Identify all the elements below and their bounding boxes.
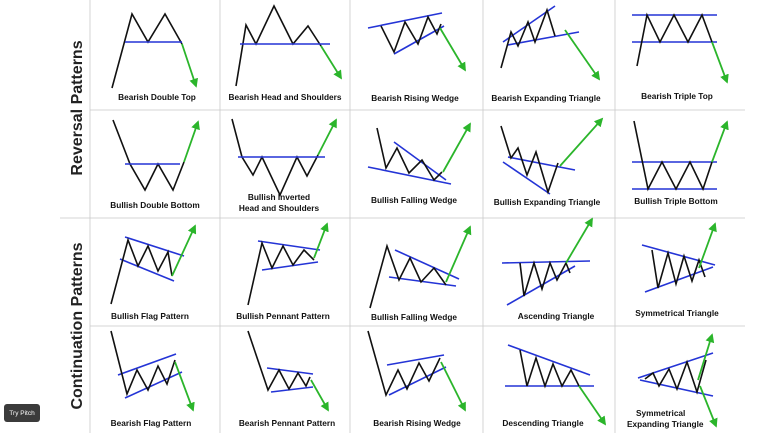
caption: Bearish Rising Wedge <box>373 418 461 428</box>
pattern-bullish-triple-bottom: Bullish Triple Bottom <box>632 120 729 206</box>
pattern-bearish-flag: Bearish Flag Pattern <box>110 330 195 428</box>
caption: Symmetrical Triangle <box>635 308 719 318</box>
caption: Bearish Expanding Triangle <box>491 93 601 103</box>
grid-lines <box>60 0 745 433</box>
pattern-bearish-triple-top: Bearish Triple Top <box>632 12 729 101</box>
pattern-bullish-pennant: Bullish Pennant Pattern <box>236 222 330 321</box>
pattern-bullish-falling-wedge-continuation: Bullish Falling Wedge <box>369 225 472 322</box>
caption: Bullish Falling Wedge <box>371 312 457 322</box>
caption: Bearish Double Top <box>118 92 196 102</box>
caption: Expanding Triangle <box>627 419 704 429</box>
pattern-bearish-double-top: Bearish Double Top <box>111 11 198 102</box>
caption: Head and Shoulders <box>239 203 320 213</box>
caption: Bearish Head and Shoulders <box>229 92 342 102</box>
caption: Bullish Inverted <box>248 192 310 202</box>
caption: Descending Triangle <box>502 418 584 428</box>
section-label-reversal: Reversal Patterns <box>69 40 86 175</box>
caption: Bearish Rising Wedge <box>371 93 459 103</box>
pattern-bearish-rising-wedge-continuation: Bearish Rising Wedge <box>367 330 466 428</box>
pattern-bullish-double-bottom: Bullish Double Bottom <box>110 119 200 210</box>
pattern-bullish-expanding-triangle: Bullish Expanding Triangle <box>494 117 604 207</box>
caption: Bullish Expanding Triangle <box>494 197 601 207</box>
pattern-bullish-inverted-head-and-shoulders: Bullish Inverted Head and Shoulders <box>231 118 337 213</box>
caption: Bullish Falling Wedge <box>371 195 457 205</box>
caption: Bullish Double Bottom <box>110 200 199 210</box>
pattern-bullish-falling-wedge: Bullish Falling Wedge <box>367 122 471 205</box>
caption: Symmetrical <box>636 408 685 418</box>
pattern-symmetrical-expanding-triangle: Symmetrical Expanding Triangle <box>627 333 718 429</box>
try-pitch-button[interactable]: Try Pitch <box>4 404 40 422</box>
pattern-bearish-expanding-triangle: Bearish Expanding Triangle <box>491 5 601 103</box>
pattern-bearish-pennant: Bearish Pennant Pattern <box>239 330 335 428</box>
pattern-bearish-head-and-shoulders: Bearish Head and Shoulders <box>229 4 342 102</box>
section-label-continuation: Continuation Patterns <box>69 242 86 409</box>
caption: Bullish Flag Pattern <box>111 311 189 321</box>
caption: Ascending Triangle <box>518 311 595 321</box>
caption: Bullish Triple Bottom <box>634 196 717 206</box>
pattern-bullish-flag: Bullish Flag Pattern <box>110 224 197 321</box>
caption: Bearish Triple Top <box>641 91 713 101</box>
caption: Bearish Flag Pattern <box>111 418 192 428</box>
pattern-bearish-rising-wedge: Bearish Rising Wedge <box>367 12 466 103</box>
pattern-descending-triangle: Descending Triangle <box>502 344 607 428</box>
caption: Bearish Pennant Pattern <box>239 418 335 428</box>
pattern-symmetrical-triangle: Symmetrical Triangle <box>635 222 719 318</box>
caption: Bullish Pennant Pattern <box>236 311 330 321</box>
pattern-ascending-triangle: Ascending Triangle <box>501 217 595 321</box>
